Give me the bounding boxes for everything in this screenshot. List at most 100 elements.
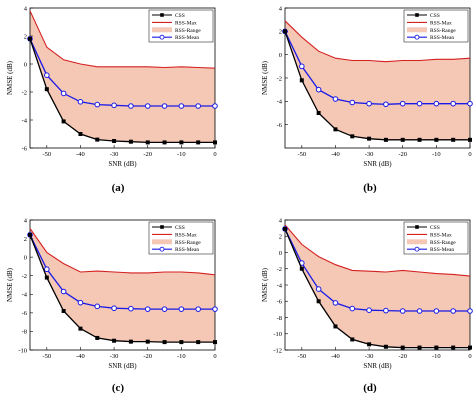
rss-mean-point [111, 305, 117, 312]
rss-mean-point [349, 99, 356, 106]
x-tick-label: -50 [42, 151, 51, 158]
css-point [213, 140, 217, 145]
y-tick-label: -10 [18, 347, 27, 354]
legend-label-rss-range: RSS-Range [175, 240, 201, 246]
rss-mean-point [299, 63, 305, 70]
x-tick-label: -30 [110, 151, 119, 158]
legend-label-rss-mean: RSS-Mean [430, 35, 454, 41]
legend-label-rss-mean: RSS-Mean [175, 35, 199, 41]
css-point [78, 132, 83, 136]
css-point [468, 137, 472, 142]
x-tick-label: -20 [143, 151, 152, 158]
legend-swatch-rss-range [152, 239, 172, 245]
legend-label-rss-range: RSS-Range [430, 240, 456, 246]
rss-mean-point [332, 300, 339, 306]
legend-marker-css [415, 13, 419, 17]
y-tick-label: -2 [277, 266, 282, 273]
y-tick-label: 4 [24, 5, 28, 12]
legend-label-rss-range: RSS-Range [175, 28, 201, 34]
legend-label-rss-range: RSS-Range [430, 28, 456, 34]
rss-mean-point [450, 308, 456, 314]
legend-label-rss-mean: RSS-Mean [430, 247, 454, 253]
legend-label-css: CSS [430, 13, 440, 19]
x-tick-label: -20 [398, 151, 407, 158]
css-point [78, 326, 83, 331]
y-tick-label: 2 [24, 236, 27, 243]
series-line-rss-max [284, 20, 471, 63]
rss-mean-point [467, 308, 473, 314]
rss-mean-point [94, 101, 101, 108]
x-tick-label: -40 [76, 151, 85, 158]
x-tick-label: -40 [331, 353, 340, 360]
y-tick-label: 4 [24, 217, 28, 224]
rss-mean-point [44, 266, 50, 273]
rss-mean-point [349, 305, 356, 312]
legend-label-css: CSS [175, 225, 185, 231]
css-point [128, 339, 133, 344]
css-point [28, 36, 32, 41]
series-line-rss-mean [29, 234, 215, 310]
series-line-css [284, 228, 470, 349]
css-point [434, 345, 439, 350]
css-point [367, 136, 372, 141]
x-tick-label: -10 [177, 353, 186, 360]
css-point [468, 345, 472, 350]
y-tick-label: 0 [24, 254, 27, 261]
css-point [299, 78, 304, 83]
y-axis-label: NMSE (dB) [6, 267, 14, 302]
y-tick-label: -2 [22, 273, 27, 280]
rss-mean-point [332, 96, 339, 102]
y-tick-label: -4 [277, 99, 283, 106]
css-point [283, 29, 287, 34]
rss-mean-point [60, 90, 67, 97]
css-point [196, 140, 201, 145]
panel-label-c: (c) [112, 382, 125, 394]
css-point [28, 232, 32, 237]
rss-mean-point [416, 100, 423, 107]
rss-mean-point [161, 306, 168, 312]
x-tick-label: -50 [297, 151, 306, 158]
rss-mean-point [467, 100, 473, 107]
css-point [383, 344, 388, 349]
panel-label-b: (b) [363, 182, 377, 194]
x-tick-label: -50 [297, 353, 306, 360]
x-tick-label: -10 [432, 353, 441, 360]
x-tick-label: -30 [365, 353, 374, 360]
rss-mean-point [366, 307, 372, 313]
rss-mean-point [212, 103, 218, 109]
y-tick-label: 2 [24, 33, 27, 40]
css-point [400, 345, 405, 350]
x-tick-label: -40 [331, 151, 340, 158]
css-point [299, 266, 304, 271]
x-tick-label: -10 [432, 151, 441, 158]
y-tick-label: 4 [279, 217, 283, 224]
series-line-rss-mean [29, 38, 215, 107]
rss-mean-point [60, 288, 67, 295]
rss-mean-point [433, 308, 440, 314]
series-line-rss-mean [284, 228, 470, 312]
css-point [128, 139, 133, 144]
x-tick-label: -30 [110, 353, 119, 360]
series-line-rss-max [29, 10, 216, 69]
rss-range-area [285, 20, 470, 140]
rss-mean-point [212, 306, 218, 312]
css-point [145, 339, 150, 344]
y-tick-label: -4 [22, 117, 28, 124]
y-tick-label: -2 [277, 75, 282, 82]
css-point [44, 87, 49, 92]
y-tick-label: -2 [22, 89, 27, 96]
rss-range-area [30, 10, 215, 143]
legend-marker-rss-mean [159, 34, 165, 40]
rss-mean-point [44, 72, 50, 78]
y-tick-label: -8 [22, 329, 27, 336]
rss-mean-point [161, 103, 168, 109]
legend-marker-rss-mean [414, 34, 420, 40]
rss-mean-point [128, 305, 134, 312]
rss-mean-point [315, 86, 322, 93]
x-tick-label: -50 [42, 353, 51, 360]
css-point [350, 337, 355, 342]
